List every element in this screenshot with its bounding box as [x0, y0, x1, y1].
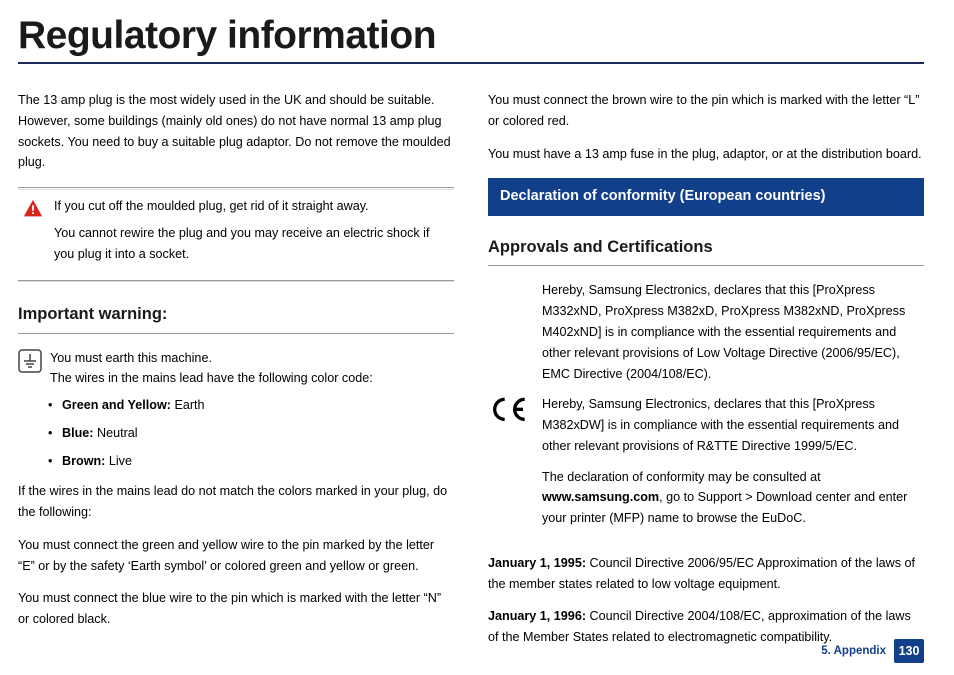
section-heading-conformity: Declaration of conformity (European coun… [488, 178, 924, 216]
list-item: Brown: Live [48, 451, 454, 472]
earth-icon [18, 349, 42, 373]
list-item: Green and Yellow: Earth [48, 395, 454, 416]
ce-text: Hereby, Samsung Electronics, declares th… [542, 280, 924, 538]
directive-date: January 1, 1995: [488, 556, 586, 570]
left-column: The 13 amp plug is the most widely used … [18, 90, 454, 660]
important-warning-heading: Important warning: [18, 301, 454, 333]
footer-chapter: 5. Appendix [821, 645, 886, 657]
right-column: You must connect the brown wire to the p… [488, 90, 924, 660]
ce-mark-icon [488, 280, 528, 538]
directive-date: January 1, 1996: [488, 609, 586, 623]
earth-text: You must earth this machine. The wires i… [50, 348, 373, 390]
wire-label: Brown: [62, 454, 105, 468]
warning-notebox: If you cut off the moulded plug, get rid… [18, 187, 454, 281]
wire-n-paragraph: You must connect the blue wire to the pi… [18, 588, 454, 630]
earth-line2: The wires in the mains lead have the fol… [50, 368, 373, 389]
ce-consult-pre: The declaration of conformity may be con… [542, 470, 821, 484]
ce-declaration-1: Hereby, Samsung Electronics, declares th… [542, 280, 924, 384]
earth-row: You must earth this machine. The wires i… [18, 348, 454, 390]
warning-icon [22, 198, 44, 220]
wire-value: Neutral [93, 426, 137, 440]
wire-e-paragraph: You must connect the green and yellow wi… [18, 535, 454, 577]
wire-label: Blue: [62, 426, 93, 440]
ce-consult-url: www.samsung.com [542, 490, 659, 504]
fuse-paragraph: You must have a 13 amp fuse in the plug,… [488, 144, 924, 165]
warning-text: If you cut off the moulded plug, get rid… [54, 196, 448, 270]
earth-line1: You must earth this machine. [50, 348, 373, 369]
wire-label: Green and Yellow: [62, 398, 171, 412]
ce-declaration-3: The declaration of conformity may be con… [542, 467, 924, 529]
intro-paragraph: The 13 amp plug is the most widely used … [18, 90, 454, 173]
page-title: Regulatory information [18, 14, 924, 64]
ce-row: Hereby, Samsung Electronics, declares th… [488, 280, 924, 538]
footer-page-number: 130 [894, 639, 924, 663]
wire-value: Live [105, 454, 132, 468]
content-columns: The 13 amp plug is the most widely used … [18, 90, 924, 660]
warning-line2: You cannot rewire the plug and you may r… [54, 223, 448, 265]
wire-value: Earth [171, 398, 205, 412]
list-item: Blue: Neutral [48, 423, 454, 444]
wire-color-list: Green and Yellow: Earth Blue: Neutral Br… [18, 395, 454, 471]
directive-1995: January 1, 1995: Council Directive 2006/… [488, 553, 924, 595]
approvals-heading: Approvals and Certifications [488, 234, 924, 266]
wire-l-paragraph: You must connect the brown wire to the p… [488, 90, 924, 132]
page-footer: 5. Appendix 130 [821, 639, 924, 663]
mismatch-paragraph: If the wires in the mains lead do not ma… [18, 481, 454, 523]
warning-line1: If you cut off the moulded plug, get rid… [54, 196, 448, 217]
ce-declaration-2: Hereby, Samsung Electronics, declares th… [542, 394, 924, 456]
